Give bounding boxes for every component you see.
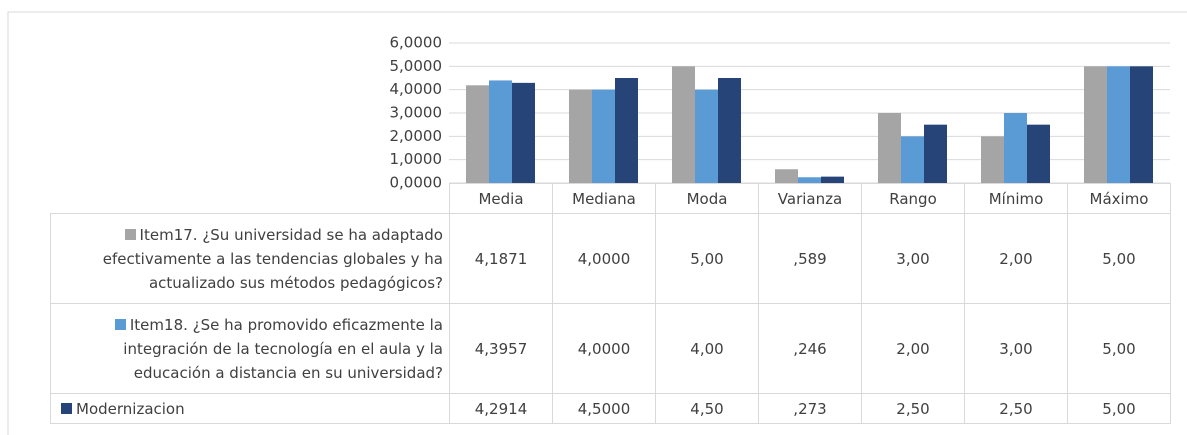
corner-cell — [50, 183, 450, 214]
bar — [1084, 66, 1107, 183]
data-label: ,589 — [758, 213, 862, 304]
bar — [901, 136, 924, 183]
legend-cell: Item18. ¿Se ha promovido eficazmente la … — [50, 303, 450, 394]
x-tick-label: Máximo — [1067, 183, 1171, 214]
y-tick-label: 2,0000 — [390, 127, 443, 145]
y-tick-label: 6,0000 — [390, 34, 443, 52]
bar — [569, 89, 592, 183]
data-label: 3,00 — [964, 303, 1068, 394]
x-tick-label: Mínimo — [964, 183, 1068, 214]
legend-cell: Item17. ¿Su universidad se ha adaptado e… — [50, 213, 450, 304]
bar — [1130, 66, 1153, 183]
legend-label: Modernizacion — [76, 399, 185, 418]
series-row: Modernizacion 4,2914 4,5000 4,50,273 2,50 2,5… — [50, 393, 1171, 424]
data-label: 4,5000 — [552, 393, 656, 424]
bar — [1107, 66, 1130, 183]
data-label: 5,00 — [655, 213, 759, 304]
data-label: 5,00 — [1067, 303, 1171, 394]
data-label: 2,50 — [861, 393, 965, 424]
x-tick-label: Rango — [861, 183, 965, 214]
data-label: 4,3957 — [449, 303, 553, 394]
bar — [924, 124, 947, 183]
data-label: 4,50 — [655, 393, 759, 424]
bar — [512, 82, 535, 183]
series-row: Item17. ¿Su universidad se ha adaptado e… — [50, 213, 1171, 304]
bar — [592, 89, 615, 183]
y-tick-label: 3,0000 — [390, 104, 443, 122]
x-tick-label: Mediana — [552, 183, 656, 214]
data-label: 2,00 — [861, 303, 965, 394]
legend-swatch — [114, 318, 126, 330]
bar — [981, 136, 1004, 183]
data-table: Media Mediana Moda Varianza Rango Mínimo Máxim… — [50, 183, 1171, 424]
bar — [466, 85, 489, 183]
legend-label: Item17. ¿Su universidad se ha adaptado e… — [102, 225, 443, 292]
bar — [798, 177, 821, 183]
bar — [489, 80, 512, 183]
x-tick-label: Moda — [655, 183, 759, 214]
data-label: 3,00 — [861, 213, 965, 304]
bar — [775, 169, 798, 183]
header-row: Media Mediana Moda Varianza Rango Mínimo Máxim… — [50, 183, 1171, 214]
data-label: 5,00 — [1067, 213, 1171, 304]
x-tick-label: Media — [449, 183, 553, 214]
y-tick-label: 4,0000 — [390, 80, 443, 98]
bar — [821, 176, 844, 183]
legend-cell: Modernizacion — [50, 393, 450, 424]
bar — [695, 89, 718, 183]
data-label: ,273 — [758, 393, 862, 424]
bar — [1027, 124, 1050, 183]
series-row: Item18. ¿Se ha promovido eficazmente la … — [50, 303, 1171, 394]
data-label: 2,00 — [964, 213, 1068, 304]
data-label: 4,2914 — [449, 393, 553, 424]
legend-swatch — [61, 402, 72, 414]
data-label: 4,0000 — [552, 303, 656, 394]
bar — [672, 66, 695, 183]
data-label: 5,00 — [1067, 393, 1171, 424]
bar — [718, 78, 741, 183]
y-tick-label: 5,0000 — [390, 57, 443, 75]
bar — [615, 78, 638, 183]
x-tick-label: Varianza — [758, 183, 862, 214]
data-label: 4,00 — [655, 303, 759, 394]
y-tick-label: 1,0000 — [390, 150, 443, 168]
bar — [1004, 113, 1027, 183]
data-label: 4,1871 — [449, 213, 553, 304]
data-label: ,246 — [758, 303, 862, 394]
legend-label: Item18. ¿Se ha promovido eficazmente la … — [123, 315, 443, 382]
bar — [878, 113, 901, 183]
data-label: 2,50 — [964, 393, 1068, 424]
data-label: 4,0000 — [552, 213, 656, 304]
legend-swatch — [124, 228, 136, 240]
chart-frame — [7, 11, 1187, 435]
